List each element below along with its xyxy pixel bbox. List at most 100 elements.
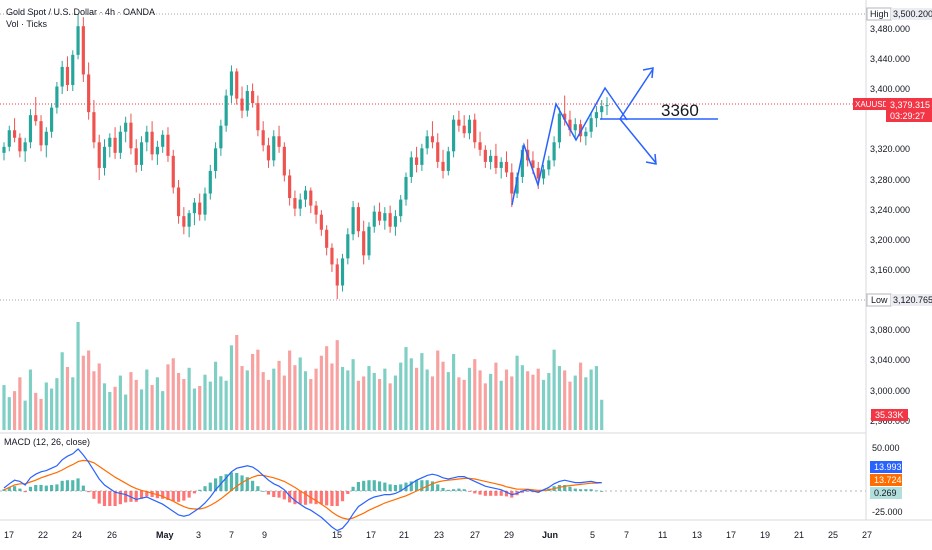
volume-bar <box>87 350 91 430</box>
macd-value-tag: 13.993 <box>874 462 902 472</box>
macd-histogram-bar <box>346 491 350 494</box>
price-axis[interactable]: 3,480.000 3,440.000 3,400.000 3,320.000 … <box>870 24 910 426</box>
macd-indicator-label[interactable]: MACD (12, 26, close) <box>4 437 90 447</box>
candle-body <box>414 157 419 165</box>
volume-bar <box>150 385 154 430</box>
macd-histogram-bar <box>166 491 170 500</box>
volume-bar <box>594 366 599 430</box>
macd-histogram-bar <box>483 491 487 496</box>
macd-histogram-bar <box>526 491 530 492</box>
candle-body <box>166 134 170 156</box>
candle-body <box>2 146 6 153</box>
macd-tick: -25.000 <box>872 507 903 517</box>
macd-histogram-bar <box>467 491 472 492</box>
macd-histogram-bar <box>224 474 228 491</box>
volume-bar <box>203 374 207 430</box>
macd-axis[interactable]: 50.000 -25.000 13.993 13.724 0.269 <box>870 443 903 517</box>
macd-histogram-bar <box>92 491 96 499</box>
macd-histogram-bar <box>124 491 128 503</box>
macd-histogram-bar <box>584 489 588 491</box>
candle-body <box>293 198 297 209</box>
time-tick-month: Jun <box>542 530 558 540</box>
volume-bar <box>198 385 202 430</box>
down-arrow-drawing[interactable] <box>619 118 657 164</box>
volume-bar <box>240 366 244 430</box>
macd-histogram-bar <box>76 478 80 491</box>
volume-bar <box>409 358 413 430</box>
candle-body <box>314 205 318 215</box>
candle-body <box>515 176 519 194</box>
candle-body <box>584 131 588 137</box>
macd-histogram-bar <box>478 491 482 495</box>
macd-histogram-bar <box>325 491 329 506</box>
candle-body <box>536 167 540 179</box>
volume-bar <box>499 380 503 430</box>
candle-body <box>356 207 360 232</box>
time-tick: 5 <box>590 530 595 540</box>
macd-histogram-bar <box>192 491 197 494</box>
candle-body <box>219 125 223 149</box>
symbol-title[interactable]: Gold Spot / U.S. Dollar · 4h · OANDA <box>6 7 155 17</box>
volume-bar <box>39 398 43 430</box>
candle-body <box>589 118 593 132</box>
macd-histogram-bar <box>139 491 144 499</box>
zigzag-drawing[interactable] <box>511 86 628 206</box>
macd-histogram-bar <box>203 486 207 491</box>
volume-bar <box>208 381 212 430</box>
volume-bar <box>340 366 345 430</box>
macd-histogram-bar <box>102 491 107 506</box>
price-tag-value: 3,379.315 <box>890 100 930 110</box>
macd-histogram-bar <box>335 491 339 506</box>
time-tick: 29 <box>504 530 514 540</box>
candle-body <box>134 148 138 165</box>
macd-histogram-bar <box>414 480 419 491</box>
macd-histogram-bar <box>377 481 382 491</box>
candle-body <box>39 121 43 146</box>
volume-bar <box>261 372 265 430</box>
macd-histogram-bar <box>367 480 371 491</box>
volume-bar <box>356 380 360 430</box>
candle-body <box>330 247 334 265</box>
macd-histogram-bar <box>499 491 503 496</box>
candle-body <box>76 26 80 55</box>
volume-bar <box>489 373 493 430</box>
volume-tag-value: 35.33K <box>875 410 904 420</box>
candle-body <box>224 95 228 126</box>
volume-bar <box>430 376 435 430</box>
volume-bar <box>547 372 551 430</box>
hist-value-tag-bg <box>870 487 902 499</box>
candle-body <box>261 130 265 146</box>
volume-bar <box>34 392 38 430</box>
macd-histogram-bar <box>293 491 297 505</box>
drawing-pattern[interactable]: 3360 <box>511 67 718 206</box>
candle-body <box>129 122 133 149</box>
countdown-timer: 03:29:27 <box>890 111 925 121</box>
macd-value-tag-bg <box>870 461 902 473</box>
level-annotation[interactable]: 3360 <box>661 101 699 120</box>
volume-bar <box>187 367 191 430</box>
candle-body <box>367 226 371 256</box>
up-arrow-head <box>642 67 654 79</box>
volume-bar <box>139 389 144 430</box>
candle-body <box>362 231 366 256</box>
candle-body <box>404 176 408 200</box>
macd-histogram-bar <box>161 491 165 499</box>
macd-histogram-bar <box>409 481 413 491</box>
macd-histogram-bar <box>494 491 498 496</box>
price-tick: 3,000.000 <box>870 386 910 396</box>
candle-body <box>55 86 59 108</box>
volume-indicator-label[interactable]: Vol · Ticks <box>6 19 48 29</box>
volume-bar <box>182 379 186 430</box>
time-axis[interactable]: 17 22 24 26 May 3 7 9 15 17 21 23 27 29 … <box>4 530 872 540</box>
candle-body <box>213 148 218 171</box>
hist-value-tag: 0.269 <box>874 488 897 498</box>
price-tag[interactable]: XAUUSD 3,379.315 03:29:27 <box>853 98 932 122</box>
macd-histogram-bar <box>282 491 286 500</box>
candle-body <box>393 216 398 227</box>
macd-histogram-bar <box>108 491 112 506</box>
volume-bar <box>504 369 509 430</box>
price-tick: 3,080.000 <box>870 325 910 335</box>
volume-bar <box>102 383 107 430</box>
up-arrow-drawing[interactable] <box>619 68 654 120</box>
